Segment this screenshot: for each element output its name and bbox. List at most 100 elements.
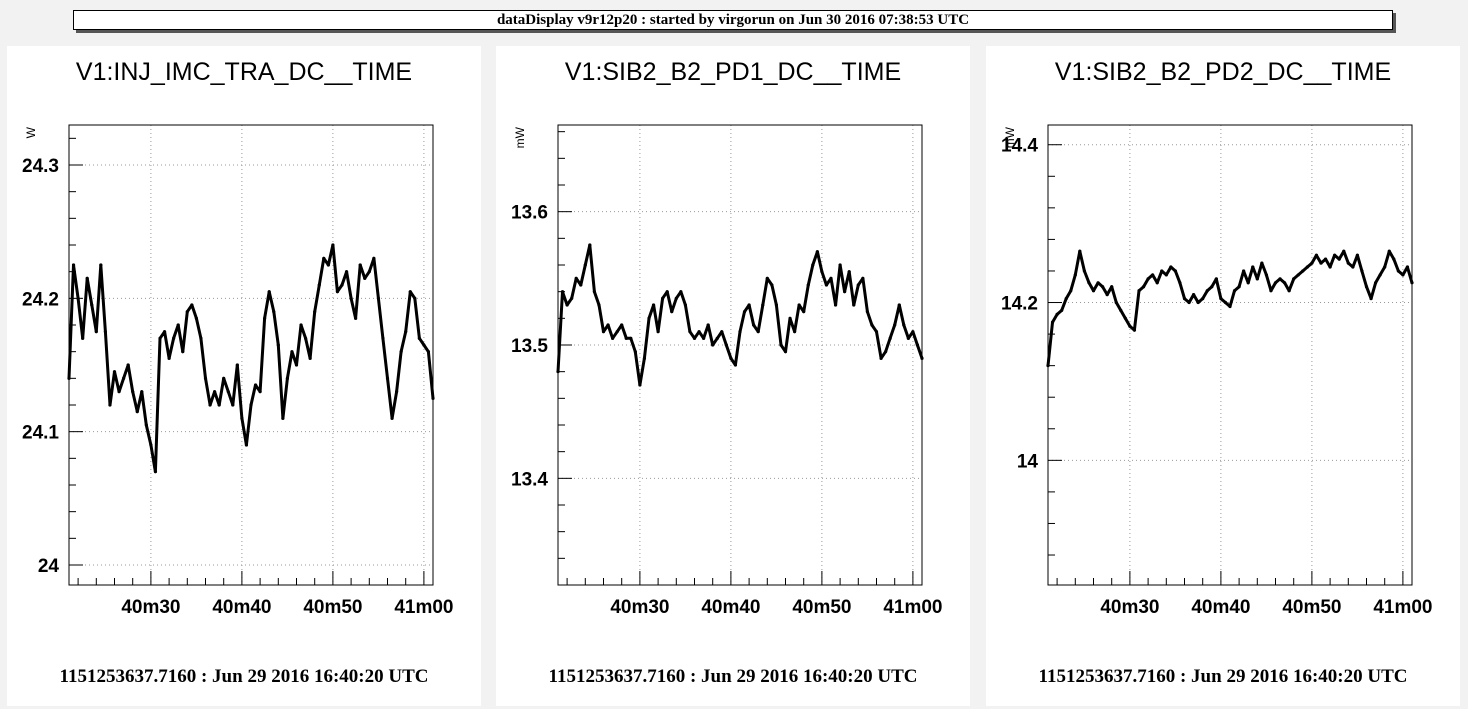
data-point (1283, 281, 1287, 285)
data-point (629, 336, 633, 340)
chart-pad-inj-imc-tra: V1:INJ_IMC_TRA_DC__TIME 1151253637.7160 … (7, 46, 481, 706)
data-point (272, 310, 276, 314)
data-point (94, 330, 98, 334)
data-point (683, 303, 687, 307)
series-line (556, 243, 924, 387)
data-point (1201, 296, 1205, 301)
data-point (281, 416, 285, 420)
data-point (1314, 253, 1319, 257)
y-unit-label: mW (513, 126, 527, 148)
data-point (1401, 273, 1405, 277)
data-point (656, 330, 660, 334)
y-tick-label: 13.4 (511, 469, 548, 490)
data-point (1210, 285, 1214, 289)
data-point (1123, 316, 1127, 320)
data-point (847, 270, 851, 274)
data-point (720, 330, 724, 334)
data-point (1278, 277, 1282, 281)
data-point (317, 283, 321, 287)
chart-pad-sib2-pd2: V1:SIB2_B2_PD2_DC__TIME 1151253637.7160 … (986, 46, 1460, 706)
data-point (226, 390, 230, 394)
data-point (426, 350, 431, 354)
chart-svg: V1:INJ_IMC_TRA_DC__TIME 1151253637.7160 … (22, 58, 453, 687)
data-point (135, 410, 139, 414)
plot-frame (1047, 124, 1413, 586)
data-point (1110, 285, 1114, 289)
data-point (190, 303, 194, 307)
data-point (920, 356, 924, 360)
data-point (793, 330, 797, 334)
chart-pad-sib2-pd1: V1:SIB2_B2_PD1_DC__TIME 1151253637.7160 … (496, 46, 970, 706)
data-point (865, 310, 869, 314)
x-tick-label: 40m30 (1100, 597, 1159, 618)
data-point (1323, 257, 1328, 261)
data-point (560, 290, 565, 294)
chart-title: V1:SIB2_B2_PD2_DC__TIME (1055, 58, 1391, 86)
data-point (1287, 289, 1291, 293)
data-point (299, 323, 303, 327)
data-point (144, 423, 148, 427)
data-point (601, 330, 606, 334)
data-point (729, 356, 733, 360)
data-point (322, 256, 326, 260)
data-point (153, 470, 158, 474)
data-point (431, 396, 435, 400)
data-point (1360, 269, 1364, 273)
data-point (1178, 281, 1182, 285)
data-point (1351, 265, 1355, 269)
data-point (1410, 281, 1414, 285)
data-point (1196, 300, 1200, 305)
data-point (906, 336, 910, 340)
x-tick-label: 40m50 (792, 597, 851, 618)
x-tick-label: 40m30 (610, 597, 669, 618)
data-point (1082, 269, 1086, 273)
data-point (879, 356, 883, 360)
data-point (779, 343, 783, 347)
data-point (1050, 320, 1055, 324)
plot-frame (68, 124, 434, 586)
data-point (1387, 249, 1391, 253)
data-point (181, 350, 185, 354)
data-point (761, 303, 765, 307)
data-point (724, 343, 728, 347)
data-point (85, 276, 89, 280)
data-point (1060, 308, 1064, 313)
data-point (149, 443, 153, 447)
data-point (665, 290, 669, 294)
data-point (263, 316, 267, 320)
data-point (1192, 293, 1196, 297)
data-point (231, 403, 235, 407)
x-tick-label: 40m50 (303, 597, 362, 618)
data-point (624, 336, 628, 340)
data-point (76, 296, 80, 300)
y-tick-label: 13.6 (511, 203, 548, 224)
data-point (756, 330, 760, 334)
data-point (67, 376, 71, 380)
data-point (308, 356, 312, 360)
chart-svg: V1:SIB2_B2_PD2_DC__TIME 1151253637.7160 … (1001, 58, 1432, 687)
data-point (167, 356, 171, 360)
data-point (1296, 273, 1300, 277)
data-point (1364, 285, 1369, 289)
data-point (240, 416, 244, 420)
data-point (1105, 293, 1109, 297)
data-point (331, 243, 335, 247)
data-point (688, 330, 692, 334)
data-point (606, 323, 610, 327)
data-point (1069, 289, 1073, 293)
data-point (203, 376, 208, 380)
y-tick-label: 13.5 (511, 336, 548, 357)
data-point (108, 403, 112, 407)
data-point (131, 390, 135, 394)
data-point (253, 383, 258, 387)
data-point (1405, 265, 1410, 269)
data-point (1396, 269, 1400, 273)
plot-frame (557, 124, 923, 586)
data-point (861, 276, 865, 280)
data-point (738, 330, 742, 334)
data-point (1114, 300, 1118, 305)
data-point (1187, 300, 1191, 305)
data-point (381, 336, 385, 340)
data-point (692, 336, 697, 340)
data-point (774, 303, 778, 307)
